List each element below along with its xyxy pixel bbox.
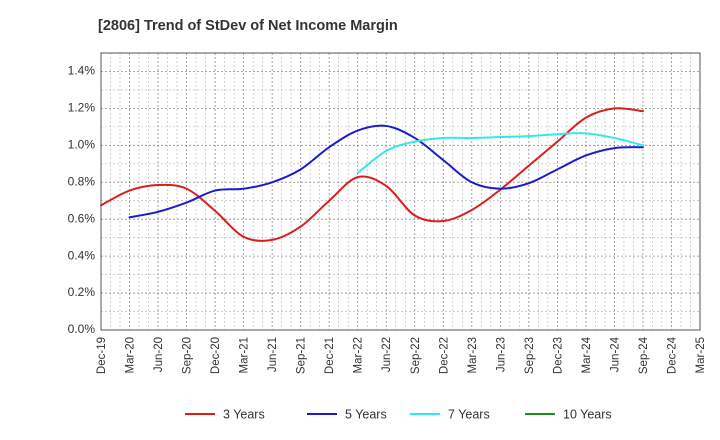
axes: 0.0% 0.2% 0.4% 0.6% 0.8% 1.0% 1.2% 1.4% Dec-19 Ma… bbox=[68, 52, 707, 374]
x-tick-label: Dec-19 bbox=[96, 337, 108, 374]
x-tick-label: Dec-22 bbox=[438, 337, 450, 374]
x-tick-label: Mar-23 bbox=[467, 337, 479, 373]
x-tick-label: Dec-20 bbox=[210, 337, 222, 374]
legend-label-10-years: 10 Years bbox=[563, 408, 612, 422]
x-tick-label: Sep-24 bbox=[638, 336, 650, 374]
x-tick-label: Sep-22 bbox=[410, 337, 422, 374]
legend-label-5-years: 5 Years bbox=[345, 408, 387, 422]
x-tick-label: Mar-22 bbox=[353, 337, 365, 373]
x-tick-label: Dec-21 bbox=[324, 337, 336, 374]
y-tick-label: 0.6% bbox=[68, 211, 96, 225]
x-tick-label: Mar-25 bbox=[695, 337, 707, 373]
plot-border bbox=[100, 52, 701, 331]
y-tick-label: 1.0% bbox=[68, 138, 96, 152]
chart-title: [2806] Trend of StDev of Net Income Marg… bbox=[98, 18, 398, 34]
x-tick-label: Jun-24 bbox=[609, 336, 621, 372]
x-tick-label: Sep-21 bbox=[296, 337, 308, 374]
y-tick-label: 0.8% bbox=[68, 174, 96, 188]
y-tick-label: 0.0% bbox=[68, 322, 96, 336]
y-tick-label: 1.2% bbox=[68, 101, 96, 115]
legend-label-7-years: 7 Years bbox=[448, 408, 490, 422]
series-line-7-years bbox=[356, 132, 644, 175]
x-tick-label: Jun-22 bbox=[381, 337, 393, 372]
x-tick-label: Jun-23 bbox=[495, 337, 507, 372]
x-tick-label: Mar-20 bbox=[125, 337, 137, 373]
series-line-3-years bbox=[100, 107, 644, 242]
legend: 3 Years 5 Years 7 Years 10 Years bbox=[185, 408, 612, 422]
x-tick-label: Sep-20 bbox=[182, 337, 194, 374]
y-tick-label: 1.4% bbox=[68, 64, 96, 78]
x-tick-label: Mar-21 bbox=[239, 337, 251, 373]
x-tick-label: Mar-24 bbox=[581, 336, 593, 373]
series-lines bbox=[100, 107, 644, 242]
y-tick-label: 0.4% bbox=[68, 248, 96, 262]
x-tick-label: Dec-24 bbox=[666, 336, 678, 374]
x-tick-label: Jun-20 bbox=[153, 337, 165, 372]
series-line-5-years bbox=[128, 124, 644, 219]
x-tick-label: Dec-23 bbox=[552, 337, 564, 374]
x-tick-label: Jun-21 bbox=[267, 337, 279, 372]
x-tick-label: Sep-23 bbox=[524, 337, 536, 374]
y-tick-label: 0.2% bbox=[68, 285, 96, 299]
legend-label-3-years: 3 Years bbox=[223, 408, 265, 422]
